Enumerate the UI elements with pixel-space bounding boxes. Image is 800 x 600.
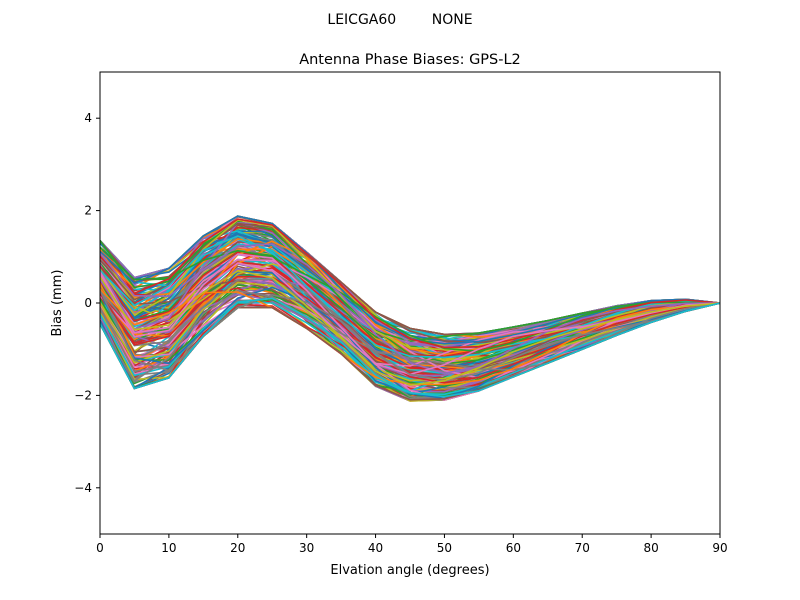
x-tick-label: 60 bbox=[506, 541, 521, 555]
x-tick-label: 90 bbox=[712, 541, 727, 555]
x-tick-label: 30 bbox=[299, 541, 314, 555]
x-tick-label: 80 bbox=[643, 541, 658, 555]
bias-series-line bbox=[100, 235, 720, 359]
x-tick-label: 70 bbox=[575, 541, 590, 555]
bias-series-line bbox=[100, 238, 720, 345]
bias-series-line bbox=[100, 220, 720, 343]
x-axis-label: Elvation angle (degrees) bbox=[330, 563, 489, 578]
y-axis: −4 −2 0 2 4 bbox=[74, 111, 100, 495]
x-tick-label: 50 bbox=[437, 541, 452, 555]
y-tick-label: −2 bbox=[74, 388, 92, 402]
x-tick-label: 10 bbox=[161, 541, 176, 555]
x-tick-label: 40 bbox=[368, 541, 383, 555]
y-axis-label: Bias (mm) bbox=[50, 270, 65, 337]
bias-series-line bbox=[100, 262, 720, 367]
x-tick-label: 0 bbox=[96, 541, 104, 555]
y-tick-label: 2 bbox=[84, 204, 92, 218]
y-tick-label: −4 bbox=[74, 481, 92, 495]
figure-suptitle: LEICGA60 NONE bbox=[327, 12, 472, 28]
chart-title: Antenna Phase Biases: GPS-L2 bbox=[299, 52, 521, 68]
bias-series-line bbox=[100, 219, 720, 351]
bias-series-line bbox=[100, 275, 720, 384]
y-tick-label: 0 bbox=[84, 296, 92, 310]
series-lines bbox=[100, 215, 720, 402]
bias-series-line bbox=[100, 289, 720, 382]
bias-series-line bbox=[100, 270, 720, 386]
y-tick-label: 4 bbox=[84, 111, 92, 125]
x-tick-label: 20 bbox=[230, 541, 245, 555]
bias-series-line bbox=[100, 246, 720, 353]
bias-series-line bbox=[100, 297, 720, 398]
bias-series-line bbox=[100, 243, 720, 375]
x-axis: 0 10 20 30 40 50 60 70 80 90 bbox=[96, 534, 728, 555]
bias-series-line bbox=[100, 222, 720, 344]
